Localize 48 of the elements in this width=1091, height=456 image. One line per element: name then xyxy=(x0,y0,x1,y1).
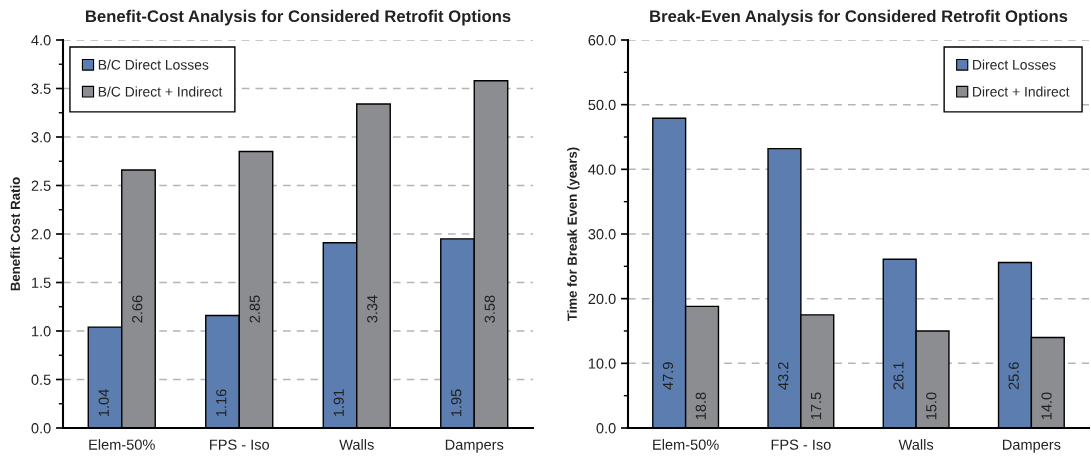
data-label: 15.0 xyxy=(926,392,937,420)
data-label: 3.34 xyxy=(367,295,378,323)
y-tick-label: 0.0 xyxy=(31,423,51,434)
data-label: 3.58 xyxy=(484,295,495,323)
data-label: 18.8 xyxy=(695,392,706,420)
y-tick-label: 30.0 xyxy=(588,229,616,240)
data-label: 17.5 xyxy=(811,392,822,420)
data-label: 26.1 xyxy=(893,362,904,390)
chart-title: Benefit-Cost Analysis for Considered Retrofit Options xyxy=(86,9,511,26)
y-tick-label: 2.0 xyxy=(31,229,51,240)
legend-label: B/C Direct + Indirect xyxy=(98,86,223,97)
data-label: 14.0 xyxy=(1041,392,1052,420)
y-tick-label: 40.0 xyxy=(588,164,616,175)
y-tick-label: 3.5 xyxy=(31,83,51,94)
y-axis-title: Time for Break Even (years) xyxy=(567,147,580,321)
x-tick-label: Dampers xyxy=(1002,439,1061,453)
data-label: 47.9 xyxy=(662,362,674,390)
y-tick-label: 60.0 xyxy=(588,35,616,46)
y-tick-label: 4.0 xyxy=(31,35,51,46)
y-tick-label: 20.0 xyxy=(588,293,616,305)
chart-title: Break-Even Analysis for Considered Retrofit Options xyxy=(650,9,1068,26)
y-tick-label: 1.0 xyxy=(32,326,51,337)
data-label: 1.16 xyxy=(216,389,227,417)
x-tick-label: Walls xyxy=(898,439,934,450)
y-tick-label: 50.0 xyxy=(588,99,616,111)
data-label: 1.91 xyxy=(333,389,344,417)
legend-label: Direct + Indirect xyxy=(973,86,1070,97)
legend-label: B/C Direct Losses xyxy=(98,59,209,70)
y-tick-label: 0.0 xyxy=(596,423,616,434)
data-label: 2.85 xyxy=(249,295,260,323)
data-label: 25.6 xyxy=(1008,362,1019,390)
x-tick-label: Walls xyxy=(339,439,374,450)
x-tick-label: Elem-50% xyxy=(89,439,155,450)
x-tick-label: Dampers xyxy=(445,439,504,453)
x-tick-label: FPS - Iso xyxy=(210,439,270,450)
y-tick-label: 0.5 xyxy=(31,374,51,385)
y-tick-label: 3.0 xyxy=(31,132,51,143)
x-tick-label: Elem-50% xyxy=(653,439,719,450)
data-label: 43.2 xyxy=(778,362,789,390)
y-tick-label: 2.5 xyxy=(31,180,51,191)
y-axis-title: Benefit Cost Ratio xyxy=(10,177,20,291)
x-tick-label: FPS - Iso xyxy=(771,439,831,450)
y-tick-label: 1.5 xyxy=(32,277,51,288)
legend-label: Direct Losses xyxy=(973,59,1056,70)
data-label: 1.95 xyxy=(451,389,462,417)
data-label: 1.04 xyxy=(98,389,109,417)
y-tick-label: 10.0 xyxy=(588,358,616,369)
data-label: 2.66 xyxy=(132,295,143,323)
